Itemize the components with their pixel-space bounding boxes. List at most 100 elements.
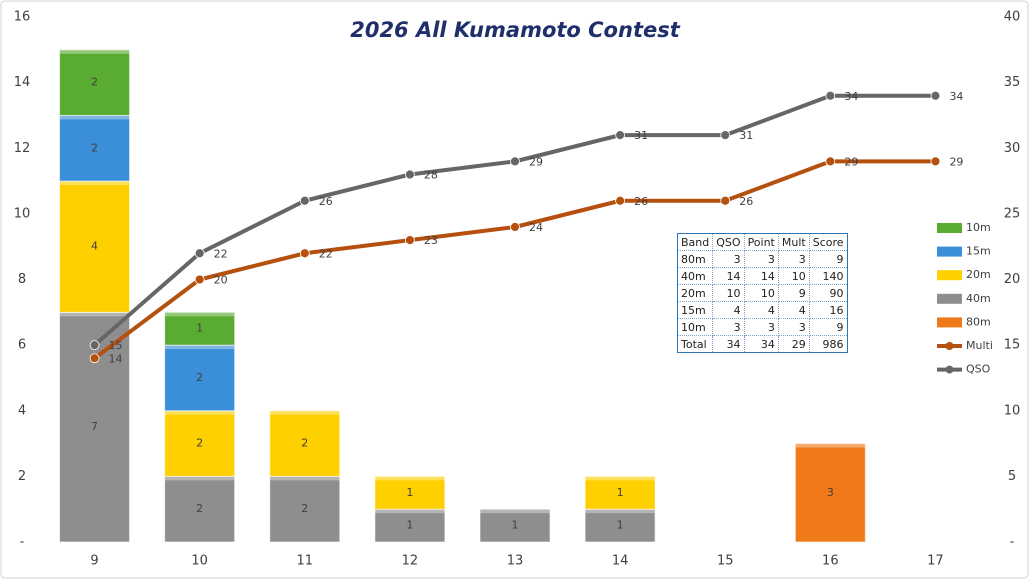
bar-shine <box>164 345 235 350</box>
bar-shine <box>374 509 445 514</box>
table-row: Total 34 34 29 986 <box>676 335 848 353</box>
bar-value-label: 1 <box>406 519 413 532</box>
legend-swatch <box>937 246 962 257</box>
line-value-label: 23 <box>424 234 438 247</box>
bar-value-label: 2 <box>301 502 308 515</box>
table-header-cell: Band <box>676 233 714 251</box>
table-cell: 34 <box>743 335 779 353</box>
x-tick-label: 14 <box>612 554 629 569</box>
bar-shine <box>480 509 550 514</box>
table-cell: Total <box>676 335 714 353</box>
bar-shine <box>59 115 130 120</box>
table-cell: 29 <box>777 335 810 353</box>
legend-swatch <box>937 317 962 328</box>
table-cell: 986 <box>808 335 848 353</box>
y2-tick-label: 25 <box>1004 206 1021 221</box>
bar-shine <box>164 312 235 317</box>
line-marker <box>510 222 520 232</box>
bar-segment <box>59 180 131 313</box>
line-marker <box>825 156 836 167</box>
bar-segment <box>374 508 446 543</box>
y-tick-label: 16 <box>14 10 31 25</box>
line-marker <box>89 340 100 351</box>
bar-segment <box>269 410 341 477</box>
bar-segment <box>59 311 131 543</box>
x-tick-label: 13 <box>507 554 524 569</box>
line-value-label: 34 <box>844 90 858 103</box>
legend-label: 10m <box>966 221 991 234</box>
line-marker <box>404 169 415 180</box>
bar-value-label: 2 <box>301 437 308 450</box>
y2-tick-label: - <box>1010 535 1015 550</box>
bar-shine <box>59 312 130 317</box>
x-tick-label: 10 <box>191 554 208 569</box>
line-marker <box>720 130 731 141</box>
legend-label: 15m <box>966 245 991 258</box>
y-tick-label: 8 <box>18 272 26 287</box>
bar-value-label: 4 <box>91 240 98 253</box>
x-tick-label: 12 <box>402 554 419 569</box>
x-tick-label: 9 <box>90 554 98 569</box>
bar-value-label: 2 <box>196 437 203 450</box>
bar-shine <box>164 410 235 415</box>
bar-value-label: 2 <box>196 371 203 384</box>
bar-segment <box>584 475 656 510</box>
bar-segment <box>59 49 131 116</box>
line-marker <box>194 248 205 259</box>
table-cell: 4 <box>743 301 779 319</box>
legend-label: QSO <box>966 363 991 376</box>
y2-tick-label: 20 <box>1004 272 1021 287</box>
table-row: 10m 3 3 3 9 <box>676 318 848 336</box>
table-cell: 3 <box>712 318 745 336</box>
line-value-label: 31 <box>634 129 648 142</box>
table-cell: 80m <box>676 250 714 268</box>
line-marker <box>930 156 941 167</box>
line-marker <box>404 235 415 246</box>
table-cell: 14 <box>712 267 745 285</box>
bar-value-label: 2 <box>91 76 98 89</box>
x-tick-label: 17 <box>927 554 944 569</box>
y2-tick-label: 35 <box>1004 75 1021 90</box>
legend-swatch <box>945 365 954 374</box>
legend-label: Multi <box>966 339 993 352</box>
bar-shine <box>585 476 656 481</box>
bar-shine <box>59 181 130 186</box>
bar-segment <box>269 475 341 543</box>
line-marker <box>720 195 731 206</box>
bar-shine <box>269 476 340 481</box>
table-cell: 40m <box>676 267 714 285</box>
bar-shine <box>585 509 656 514</box>
table-cell: 14 <box>743 267 779 285</box>
line-value-label: 31 <box>739 129 753 142</box>
line-marker <box>89 353 100 364</box>
legend-label: 40m <box>966 292 991 305</box>
line-value-label: 24 <box>529 221 543 234</box>
table-cell: 9 <box>777 284 810 302</box>
bar-shine <box>374 476 445 481</box>
bar-value-label: 7 <box>91 420 98 433</box>
legend-swatch <box>937 293 962 304</box>
y2-tick-label: 10 <box>1004 403 1021 418</box>
y-tick-label: 14 <box>14 75 31 90</box>
bar-value-label: 1 <box>512 519 519 532</box>
x-tick-label: 11 <box>297 554 314 569</box>
table-row: 15m 4 4 4 16 <box>676 301 848 319</box>
table-cell: 3 <box>743 318 779 336</box>
bar-shine <box>269 410 340 415</box>
chart-title: 2026 All Kumamoto Contest <box>350 18 681 42</box>
y-tick-label: 10 <box>14 206 31 221</box>
bar-shine <box>59 49 130 54</box>
bar-value-label: 2 <box>91 141 98 154</box>
line-value-label: 29 <box>844 155 858 168</box>
table-cell: 34 <box>712 335 745 353</box>
y-tick-label: 4 <box>18 403 26 418</box>
bar-segment <box>794 443 866 543</box>
table-cell: 3 <box>712 250 745 268</box>
line-marker <box>615 195 626 206</box>
bar-value-label: 1 <box>617 486 624 499</box>
line-marker <box>825 90 836 101</box>
table-cell: 10 <box>712 284 745 302</box>
table-cell: 16 <box>808 301 848 319</box>
